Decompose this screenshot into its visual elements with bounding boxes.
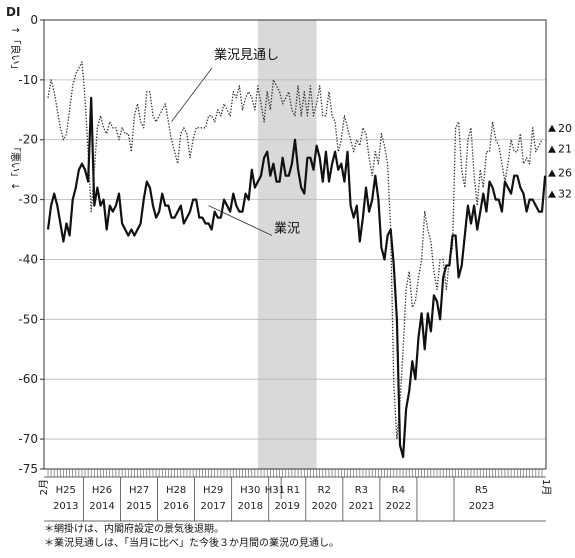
year-label: 2015 — [126, 501, 151, 512]
business-end-value-2-label: 32 — [558, 188, 572, 201]
era-label: H26 — [92, 485, 112, 496]
year-label: 2018 — [238, 501, 263, 512]
x-start-label: 2月 — [38, 479, 50, 495]
year-label: 2013 — [53, 501, 78, 512]
footnote-2: ＊業況見通しは、「当月に比べ」た今後３か月間の業況の見通し。 — [44, 538, 339, 549]
y-tick-label: -10 — [18, 73, 38, 87]
era-label: R4 — [392, 485, 405, 496]
era-label: R2 — [318, 485, 331, 496]
year-label: 2014 — [89, 501, 114, 512]
recession-shading — [257, 20, 317, 469]
y-tick-label: -75 — [18, 462, 38, 476]
y-tick-label: -50 — [18, 312, 38, 326]
y-side-label-bad: 「悪い」↓ — [9, 142, 21, 190]
outlook-end-value-2-label: 21 — [558, 143, 572, 156]
y-tick-label: -40 — [18, 252, 38, 266]
outlook-end-value-2-marker — [548, 145, 556, 153]
series-line-business — [46, 96, 547, 459]
year-label: 2017 — [200, 501, 225, 512]
y-tick-label: -30 — [18, 193, 38, 207]
year-label: 2019 — [275, 501, 300, 512]
year-label: 2023 — [469, 501, 494, 512]
year-label: 2022 — [386, 501, 411, 512]
era-label: H29 — [203, 485, 223, 496]
era-label: H25 — [56, 485, 76, 496]
era-label: R1 — [287, 485, 300, 496]
era-label: H27 — [129, 485, 149, 496]
business-end-value-2-marker — [548, 190, 556, 198]
y-tick-label: 0 — [30, 13, 38, 27]
series-line-outlook — [47, 61, 543, 440]
footnote-1: ＊網掛けは、内閣府設定の景気後退期。 — [44, 524, 224, 535]
y-side-label-good: ↑「良い」 — [9, 26, 22, 74]
outlook-end-value-marker — [548, 124, 556, 132]
era-label: H28 — [166, 485, 186, 496]
era-label: H31 — [265, 485, 285, 496]
year-label: 2020 — [312, 501, 337, 512]
outlook-label: 業況見通し — [214, 47, 279, 63]
outlook-end-value-label: 20 — [558, 122, 572, 135]
business-label: 業況 — [274, 221, 300, 237]
era-label: R3 — [355, 485, 368, 496]
era-label: R5 — [475, 485, 488, 496]
y-tick-label: -60 — [18, 372, 38, 386]
y-tick-label: -20 — [18, 133, 38, 147]
business-leader — [208, 205, 273, 236]
y-tick-label: -70 — [18, 432, 38, 446]
outlook-leader — [171, 67, 213, 123]
business-end-value-marker — [548, 169, 556, 177]
year-label: 2016 — [163, 501, 188, 512]
y-axis-label: DI — [6, 5, 20, 19]
business-end-value-label: 26 — [558, 167, 572, 180]
year-label: 2021 — [349, 501, 374, 512]
era-label: H30 — [240, 485, 260, 496]
x-end-label: 1月 — [540, 479, 552, 495]
